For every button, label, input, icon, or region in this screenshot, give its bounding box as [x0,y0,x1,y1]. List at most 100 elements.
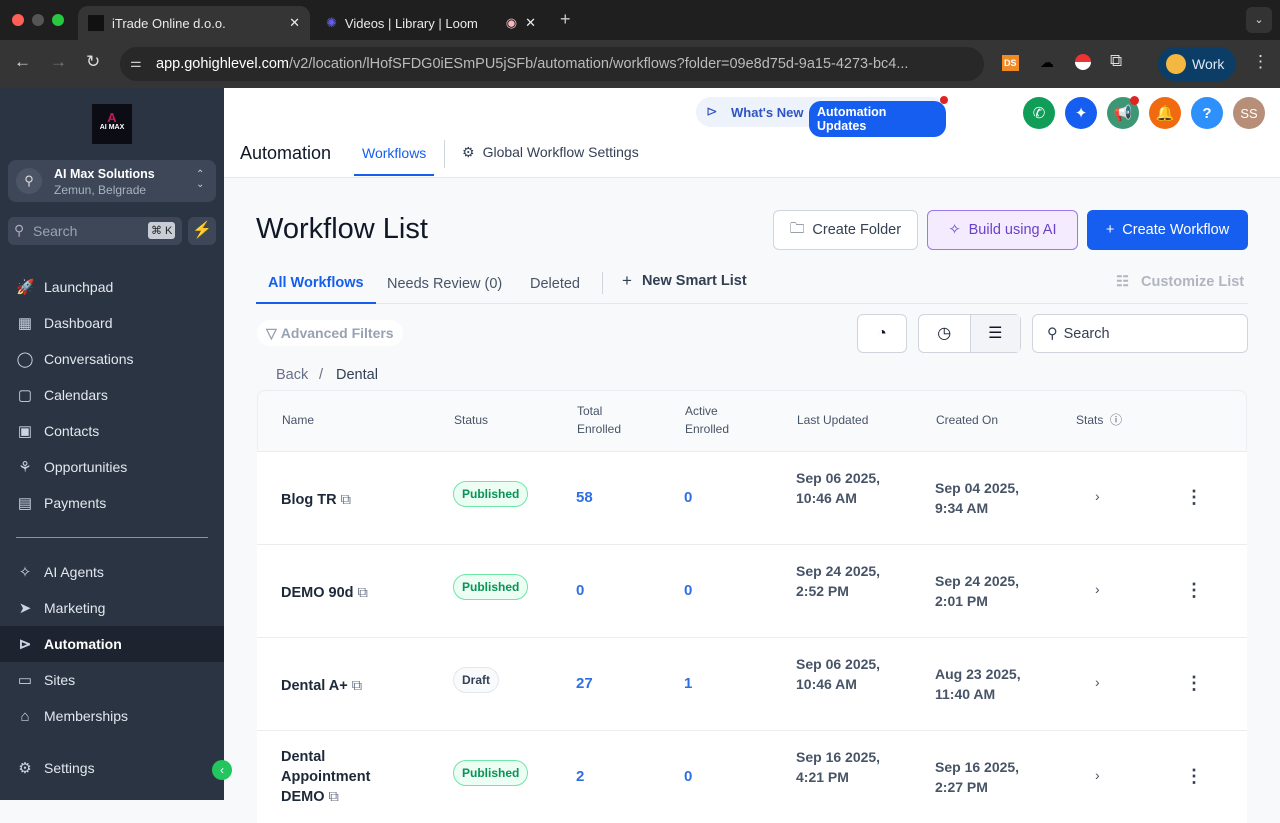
external-link-icon[interactable]: ⧉ [328,789,339,805]
sidebar-search-input[interactable]: ⚲ Search ⌘ K [8,217,182,245]
advanced-filters-button[interactable]: ▽ Advanced Filters [257,320,403,346]
total-enrolled-link[interactable]: 27 [576,675,593,692]
sidebar-item-dashboard[interactable]: ▦ Dashboard [0,305,224,341]
send-icon: ➤ [18,600,32,617]
breadcrumb-separator: / [319,367,324,383]
external-link-icon[interactable]: ⧉ [351,678,363,694]
browser-tab-active[interactable]: iTrade Online d.o.o. ✕ [78,6,310,40]
workflow-name-link[interactable]: Blog TR ⧉ [281,490,391,510]
tab-workflows[interactable]: Workflows [354,145,435,176]
site-info-icon[interactable]: ⚌ [130,55,142,70]
collapse-sidebar-button[interactable]: ‹ [212,760,232,780]
table-row[interactable]: Dental Appointment DEMO ⧉ Published 2 0 … [257,730,1247,823]
more-options-icon[interactable]: ⋮ [1185,766,1203,786]
tab-search-button[interactable]: ⌄ [1246,7,1272,33]
workflow-name-link[interactable]: Dental A+ ⧉ [281,676,391,696]
close-window-button[interactable] [12,14,24,26]
account-switcher[interactable]: ⚲ AI Max Solutions Zemun, Belgrade ⌃ ⌄ [8,160,216,202]
quick-action-bolt-button[interactable]: ⚡ [188,217,216,245]
bell-icon[interactable]: 🔔 [1149,97,1181,129]
table-row[interactable]: DEMO 90d ⧉ Published 0 0 Sep 24 2025, 2:… [257,544,1247,637]
new-smart-list-button[interactable]: + New Smart List [622,271,747,291]
external-link-icon[interactable]: ⧉ [357,585,368,601]
column-header: Total Enrolled [577,404,622,436]
sidebar-item-marketing[interactable]: ➤ Marketing [0,590,224,626]
build-using-ai-button[interactable]: ✧ Build using AI [927,210,1078,250]
close-tab-icon[interactable]: ✕ [525,15,536,30]
create-folder-button[interactable]: 🗀 Create Folder [773,210,918,250]
sidebar-item-settings[interactable]: ⚙ Settings [0,750,224,786]
browser-tab[interactable]: ✺ Videos | Library | Loom ◉ ✕ [316,6,546,40]
minimize-window-button[interactable] [32,14,44,26]
total-enrolled-link[interactable]: 0 [576,582,585,599]
tab-all-workflows[interactable]: All Workflows [256,275,376,304]
help-button[interactable]: ? [1191,97,1223,129]
memberships-icon: ⌂ [20,707,30,725]
ai-sparkle-icon[interactable]: ✦ [1065,97,1097,129]
active-enrolled-link[interactable]: 0 [684,582,693,599]
workflow-search-input[interactable]: ⚲ Search [1032,314,1248,353]
total-enrolled-link[interactable]: 2 [576,768,585,785]
sidebar-item-launchpad[interactable]: 🚀 Launchpad [0,269,224,305]
forward-icon[interactable]: → [50,52,67,71]
user-avatar[interactable]: SS [1233,97,1265,129]
sidebar-item-conversations[interactable]: ◯ Conversations [0,341,224,377]
chevron-right-icon[interactable]: › [1095,767,1100,783]
table-header: Name Status Total Enrolled Active Enrolled L… [257,390,1247,450]
total-enrolled-link[interactable]: 58 [576,489,593,506]
chevron-right-icon[interactable]: › [1095,488,1100,504]
workflow-name: DEMO 90d [281,585,354,601]
profile-button[interactable]: Work [1158,47,1236,81]
active-enrolled-link[interactable]: 0 [684,489,693,506]
workflow-name: Blog TR [281,492,337,508]
reload-icon[interactable]: ↻ [86,52,101,71]
notification-dot [940,96,948,104]
new-tab-button[interactable]: + [560,9,571,29]
active-enrolled-link[interactable]: 1 [684,675,693,692]
back-icon[interactable]: ← [14,52,31,71]
breadcrumb-back[interactable]: Back [276,367,309,383]
list-view-button[interactable]: ☰ [969,315,1020,352]
sidebar-item-contacts[interactable]: ▣ Contacts [0,413,224,449]
whats-new-pill[interactable]: ⊳ What's New Automation Updates [696,96,948,137]
maximize-window-button[interactable] [52,14,64,26]
customize-list-button[interactable]: ☷ Customize List [1116,274,1244,290]
close-tab-icon[interactable]: ✕ [289,15,300,30]
browser-menu-icon[interactable]: ⋮ [1252,52,1269,71]
create-workflow-button[interactable]: + Create Workflow [1087,210,1248,250]
clock-view-button[interactable]: ◷ [919,315,970,352]
url-input[interactable]: ⚌ app.gohighlevel.com/v2/location/lHofSF… [120,47,984,81]
pokeball-extension-icon[interactable] [1075,54,1091,70]
automation-updates-button[interactable]: Automation Updates [809,101,946,137]
more-options-icon[interactable]: ⋮ [1185,580,1203,600]
sidebar-item-payments[interactable]: ▤ Payments [0,485,224,521]
sidebar-item-calendars[interactable]: ▢ Calendars [0,377,224,413]
sidebar-item-ai-agents[interactable]: ✧ AI Agents [0,554,224,590]
sidebar-item-opportunities[interactable]: ⚘ Opportunities [0,449,224,485]
tab-deleted[interactable]: Deleted [530,276,580,292]
external-link-icon[interactable]: ⧉ [340,492,351,508]
more-options-icon[interactable]: ⋮ [1185,673,1203,693]
history-button[interactable]: ◔ [857,314,907,353]
sidebar-item-memberships[interactable]: ⌂ Memberships [0,698,224,734]
ds-extension-icon[interactable]: DS [1002,55,1019,71]
sidebar-item-sites[interactable]: ▭ Sites [0,662,224,698]
info-icon[interactable]: ⓘ [1110,413,1123,427]
gear-icon: ⚙ [462,144,475,160]
cloud-extension-icon[interactable]: ☁ [1040,54,1054,70]
more-options-icon[interactable]: ⋮ [1185,487,1203,507]
table-row[interactable]: Dental A+ ⧉ Draft 27 1 Sep 06 2025, 10:4… [257,637,1247,730]
extensions-icon[interactable]: ⧉ [1110,51,1123,70]
chevron-right-icon[interactable]: › [1095,674,1100,690]
sidebar-item-automation[interactable]: ⊳ Automation [0,626,224,662]
phone-icon[interactable]: ✆ [1023,97,1055,129]
tab-needs-review[interactable]: Needs Review (0) [387,276,503,292]
active-enrolled-link[interactable]: 0 [684,768,693,785]
tab-global-workflow-settings[interactable]: ⚙ Global Workflow Settings [462,144,639,161]
chevron-right-icon[interactable]: › [1095,581,1100,597]
table-row[interactable]: Blog TR ⧉ Published 58 0 Sep 06 2025, 10… [257,451,1247,544]
workflow-name-link[interactable]: DEMO 90d ⧉ [281,583,391,603]
workflow-name-link[interactable]: Dental Appointment DEMO ⧉ [281,747,391,807]
column-header: Status [454,413,489,427]
status-badge: Published [453,574,529,600]
